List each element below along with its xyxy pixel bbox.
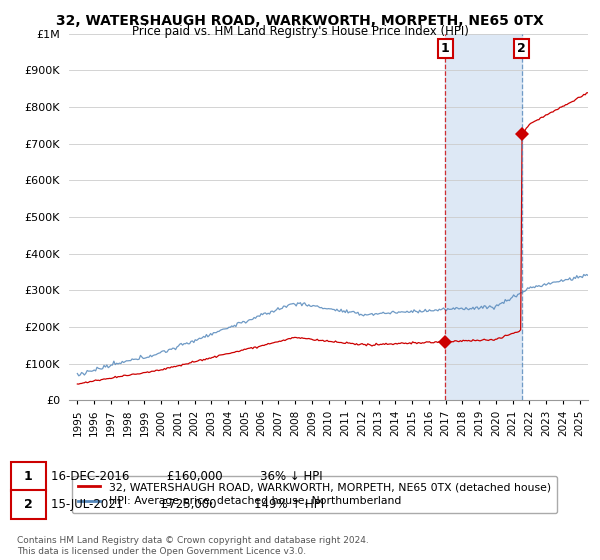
Legend: 32, WATERSHAUGH ROAD, WARKWORTH, MORPETH, NE65 0TX (detached house), HPI: Averag: 32, WATERSHAUGH ROAD, WARKWORTH, MORPETH… <box>72 475 557 513</box>
Bar <box>445 34 522 400</box>
Text: 32, WATERSHAUGH ROAD, WARKWORTH, MORPETH, NE65 0TX: 32, WATERSHAUGH ROAD, WARKWORTH, MORPETH… <box>56 14 544 28</box>
Text: Price paid vs. HM Land Registry's House Price Index (HPI): Price paid vs. HM Land Registry's House … <box>131 25 469 38</box>
Text: 2: 2 <box>24 498 32 511</box>
Text: Contains HM Land Registry data © Crown copyright and database right 2024.
This d: Contains HM Land Registry data © Crown c… <box>17 536 368 556</box>
Text: 1: 1 <box>24 470 32 483</box>
Text: 1: 1 <box>440 42 449 55</box>
Text: 2: 2 <box>517 42 526 55</box>
Text: 16-DEC-2016          £160,000          36% ↓ HPI: 16-DEC-2016 £160,000 36% ↓ HPI <box>51 470 323 483</box>
Text: 15-JUL-2021          £725,000          149% ↑ HPI: 15-JUL-2021 £725,000 149% ↑ HPI <box>51 498 324 511</box>
